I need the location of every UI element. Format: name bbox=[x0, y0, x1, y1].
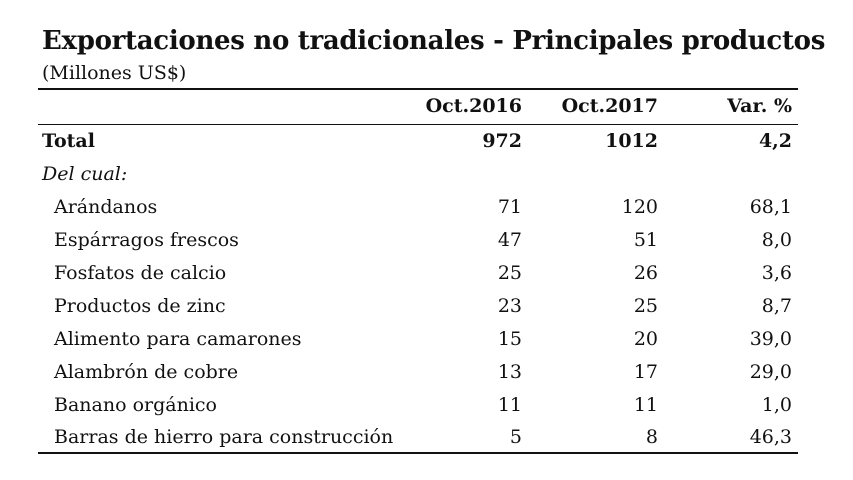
section-row: Del cual: bbox=[38, 159, 798, 189]
top-rule bbox=[38, 88, 798, 90]
header-oct2016: Oct.2016 bbox=[425, 95, 522, 117]
row-oct2016: 25 bbox=[497, 262, 522, 284]
row-var: 3,6 bbox=[761, 262, 792, 284]
row-var: 8,0 bbox=[761, 229, 792, 251]
header-var-pct: Var. % bbox=[727, 95, 792, 117]
row-oct2017: 17 bbox=[633, 361, 658, 383]
row-oct2017: 120 bbox=[621, 196, 658, 218]
total-var: 4,2 bbox=[758, 130, 792, 152]
row-label: Alimento para camarones bbox=[54, 328, 302, 350]
section-label: Del cual: bbox=[42, 163, 128, 185]
total-oct2016: 972 bbox=[482, 130, 522, 152]
row-oct2016: 23 bbox=[497, 295, 522, 317]
table-row: Alimento para camarones 15 20 39,0 bbox=[38, 324, 798, 354]
table-row: Espárragos frescos 47 51 8,0 bbox=[38, 225, 798, 255]
row-var: 68,1 bbox=[749, 196, 792, 218]
row-var: 29,0 bbox=[749, 361, 792, 383]
header-oct2017: Oct.2017 bbox=[561, 95, 658, 117]
bottom-rule bbox=[38, 452, 798, 454]
row-var: 39,0 bbox=[749, 328, 792, 350]
row-oct2017: 25 bbox=[633, 295, 658, 317]
row-oct2016: 11 bbox=[497, 394, 522, 416]
row-oct2016: 47 bbox=[497, 229, 522, 251]
header-rule bbox=[38, 124, 798, 125]
table-row: Productos de zinc 23 25 8,7 bbox=[38, 291, 798, 321]
header-row: Oct.2016 Oct.2017 Var. % bbox=[38, 91, 798, 121]
table-row: Arándanos 71 120 68,1 bbox=[38, 192, 798, 222]
table-row: Fosfatos de calcio 25 26 3,6 bbox=[38, 258, 798, 288]
row-oct2016: 13 bbox=[497, 361, 522, 383]
row-oct2017: 11 bbox=[633, 394, 658, 416]
table-row: Barras de hierro para construcción 5 8 4… bbox=[38, 422, 798, 452]
row-oct2016: 15 bbox=[497, 328, 522, 350]
row-label: Banano orgánico bbox=[54, 394, 217, 416]
total-row: Total 972 1012 4,2 bbox=[38, 126, 798, 156]
total-label: Total bbox=[42, 130, 95, 152]
row-var: 1,0 bbox=[761, 394, 792, 416]
row-oct2017: 26 bbox=[633, 262, 658, 284]
total-oct2017: 1012 bbox=[605, 130, 658, 152]
row-oct2017: 51 bbox=[633, 229, 658, 251]
table-row: Banano orgánico 11 11 1,0 bbox=[38, 390, 798, 420]
row-label: Barras de hierro para construcción bbox=[54, 426, 394, 448]
row-var: 46,3 bbox=[749, 426, 792, 448]
row-label: Alambrón de cobre bbox=[54, 361, 239, 383]
row-label: Arándanos bbox=[54, 196, 158, 218]
table-row: Alambrón de cobre 13 17 29,0 bbox=[38, 357, 798, 387]
row-oct2016: 5 bbox=[509, 426, 522, 448]
table-subtitle: (Millones US$) bbox=[42, 62, 187, 84]
row-oct2017: 20 bbox=[633, 328, 658, 350]
row-label: Espárragos frescos bbox=[54, 229, 239, 251]
row-label: Productos de zinc bbox=[54, 295, 226, 317]
row-oct2017: 8 bbox=[645, 426, 658, 448]
row-var: 8,7 bbox=[761, 295, 792, 317]
row-label: Fosfatos de calcio bbox=[54, 262, 227, 284]
table-title: Exportaciones no tradicionales - Princip… bbox=[42, 26, 826, 56]
row-oct2016: 71 bbox=[497, 196, 522, 218]
